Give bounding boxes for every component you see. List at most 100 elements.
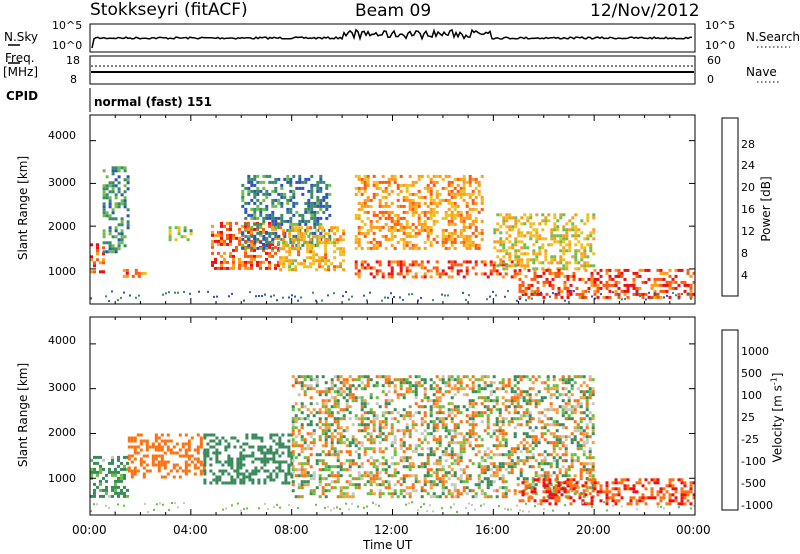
- heat-cell-4: [554, 499, 558, 503]
- heat-cell-3: [507, 450, 511, 454]
- heat-cell-7: [426, 183, 430, 187]
- heat-cell-5: [250, 207, 254, 211]
- heat-cell-3: [420, 462, 424, 466]
- ground-scatter-cell: [591, 505, 593, 508]
- heat-cell-7: [474, 246, 478, 250]
- heat-cell-1: [157, 466, 161, 470]
- heat-cell-3: [360, 387, 364, 391]
- heat-cell-3: [423, 429, 427, 433]
- heat-cell-3: [396, 420, 400, 424]
- heat-cell-3: [369, 420, 373, 424]
- heat-cell-3: [522, 375, 526, 379]
- heat-cell-7: [372, 231, 376, 235]
- heat-cell-5: [307, 234, 311, 238]
- heat-cell-3: [357, 486, 361, 490]
- heat-cell-9: [538, 246, 542, 250]
- heat-cell-7: [393, 228, 397, 232]
- heat-cell-3: [525, 450, 529, 454]
- heat-cell-3: [480, 402, 484, 406]
- heat-cell-3: [579, 468, 583, 472]
- heat-cell-7: [456, 189, 460, 193]
- heat-cell-3: [330, 378, 334, 382]
- heat-cell-3: [489, 435, 493, 439]
- heat-cell-3: [342, 462, 346, 466]
- heat-cell-3: [291, 438, 295, 442]
- heat-cell-3: [501, 486, 505, 490]
- heat-cell-3: [393, 483, 397, 487]
- heat-cell-3: [585, 468, 589, 472]
- heat-cell-5: [280, 195, 284, 199]
- heat-cell-7: [426, 216, 430, 220]
- heat-cell-3: [414, 375, 418, 379]
- heat-cell-5: [253, 174, 257, 178]
- heat-cell-8: [489, 269, 493, 273]
- heat-cell-3: [180, 235, 184, 239]
- ground-scatter-cell: [207, 290, 209, 293]
- heat-cell-7: [375, 225, 379, 229]
- heat-cell-3: [339, 435, 343, 439]
- heat-cell-3: [513, 399, 517, 403]
- power-ytick-3000: 3000: [48, 176, 76, 189]
- heat-cell-5: [253, 222, 257, 226]
- heat-cell-3: [405, 423, 409, 427]
- heat-cell-4: [620, 496, 624, 500]
- heat-cell-6: [339, 262, 343, 266]
- heat-cell-4: [566, 478, 570, 482]
- heat-cell-3: [378, 420, 382, 424]
- heat-cell-3: [546, 495, 550, 499]
- heat-cell-5: [259, 201, 263, 205]
- heat-cell-7: [414, 180, 418, 184]
- heat-cell-1: [117, 169, 121, 173]
- heat-cell-3: [546, 423, 550, 427]
- heat-cell-3: [483, 459, 487, 463]
- heat-cell-6: [300, 262, 304, 266]
- heat-cell-3: [456, 459, 460, 463]
- heat-cell-7: [471, 231, 475, 235]
- heat-cell-7: [378, 186, 382, 190]
- heat-cell-3: [387, 411, 391, 415]
- heat-cell-3: [456, 492, 460, 496]
- heat-cell-9: [562, 252, 566, 256]
- heat-cell-2: [287, 451, 291, 455]
- heat-cell-10: [632, 286, 636, 290]
- heat-cell-1: [127, 445, 131, 449]
- heat-cell-10: [536, 292, 540, 296]
- heat-cell-3: [420, 447, 424, 451]
- heat-cell-9: [586, 243, 590, 247]
- heat-cell-5: [253, 183, 257, 187]
- heat-cell-3: [390, 417, 394, 421]
- heat-cell-4: [557, 499, 561, 503]
- heat-cell-3: [345, 378, 349, 382]
- heat-cell-0: [90, 458, 93, 462]
- heat-cell-3: [534, 378, 538, 382]
- heat-cell-3: [429, 474, 433, 478]
- heat-cell-0: [108, 467, 111, 471]
- heat-cell-4: [244, 254, 247, 258]
- heat-cell-0: [93, 455, 96, 459]
- heat-cell-2: [269, 448, 273, 452]
- power-cbar-28: 28: [741, 138, 755, 151]
- heat-cell-4: [620, 481, 624, 485]
- heat-cell-3: [345, 408, 349, 412]
- heat-cell-3: [399, 387, 403, 391]
- xtick-2: 08:00: [274, 523, 309, 537]
- heat-cell-7: [435, 192, 439, 196]
- heat-cell-10: [536, 274, 540, 278]
- heat-cell-1: [108, 202, 112, 206]
- heat-cell-10: [668, 283, 672, 287]
- heat-cell-10: [626, 283, 630, 287]
- heat-cell-4: [641, 499, 645, 503]
- heat-cell-4: [557, 487, 561, 491]
- heat-cell-9: [589, 249, 593, 253]
- heat-cell-4: [569, 484, 573, 488]
- heat-cell-3: [534, 435, 538, 439]
- heat-cell-3: [303, 483, 307, 487]
- heat-cell-8: [474, 260, 478, 264]
- heat-cell-7: [459, 228, 463, 232]
- heat-cell-3: [333, 390, 337, 394]
- heat-cell-3: [435, 411, 439, 415]
- heat-cell-0: [126, 494, 129, 498]
- heat-cell-5: [274, 177, 278, 181]
- heat-cell-3: [561, 426, 565, 430]
- heat-cell-3: [507, 378, 511, 382]
